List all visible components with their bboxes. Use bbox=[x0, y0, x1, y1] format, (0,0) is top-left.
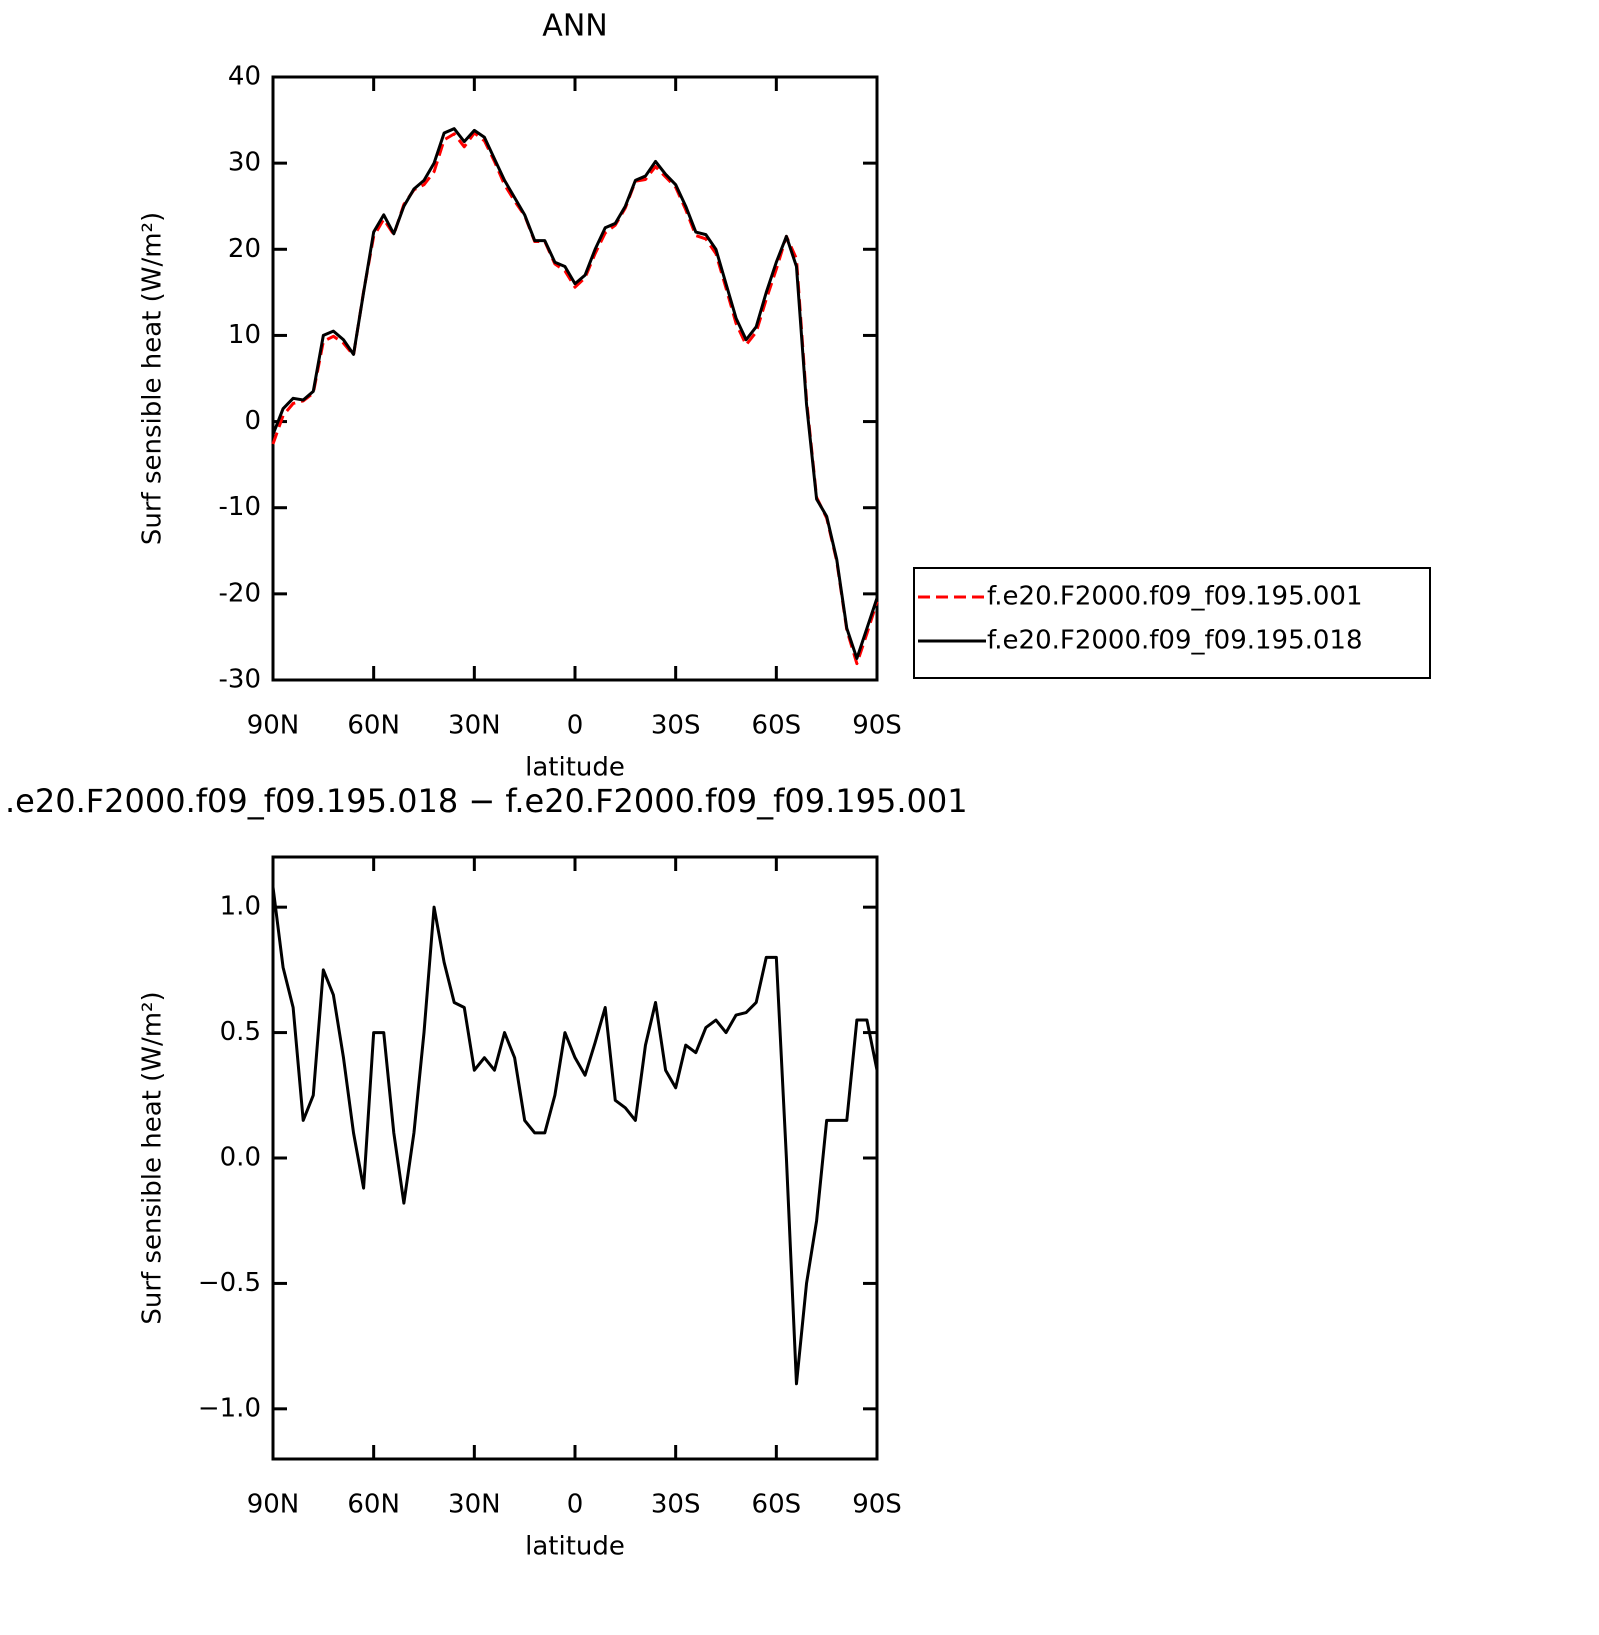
y-tick-label: 0.0 bbox=[220, 1143, 261, 1173]
y-tick-label: -30 bbox=[219, 665, 261, 695]
x-axis-label: latitude bbox=[525, 1532, 625, 1562]
legend-box bbox=[913, 567, 1431, 679]
x-tick-label: 60N bbox=[347, 711, 400, 741]
y-tick-label: 30 bbox=[228, 148, 261, 178]
legend-label: f.e20.F2000.f09_f09.195.001 bbox=[987, 582, 1363, 612]
y-tick-label: 0 bbox=[244, 406, 261, 436]
y-axis-label: Surf sensible heat (W/m²) bbox=[138, 212, 168, 545]
x-tick-label: 30N bbox=[448, 711, 501, 741]
data-line bbox=[271, 886, 879, 1386]
data-line bbox=[271, 127, 879, 660]
chart-title: .e20.F2000.f09_f09.195.018 − f.e20.F2000… bbox=[5, 782, 968, 820]
x-tick-label: 60N bbox=[347, 1490, 400, 1520]
data-line bbox=[271, 131, 879, 666]
x-tick-label: 30N bbox=[448, 1490, 501, 1520]
y-tick-label: 0.5 bbox=[220, 1017, 261, 1047]
x-tick-label: 30S bbox=[651, 1490, 701, 1520]
x-tick-label: 0 bbox=[567, 711, 584, 741]
y-tick-label: −1.0 bbox=[198, 1393, 261, 1423]
x-axis-label: latitude bbox=[525, 753, 625, 783]
y-axis-label: Surf sensible heat (W/m²) bbox=[138, 991, 168, 1324]
y-tick-label: -10 bbox=[219, 492, 261, 522]
y-tick-label: 40 bbox=[228, 62, 261, 92]
y-tick-label: 20 bbox=[228, 234, 261, 264]
chart-title: ANN bbox=[542, 9, 607, 44]
legend-label: f.e20.F2000.f09_f09.195.018 bbox=[987, 626, 1363, 656]
x-tick-label: 30S bbox=[651, 711, 701, 741]
y-tick-label: 1.0 bbox=[220, 892, 261, 922]
plot-frame bbox=[271, 75, 879, 682]
x-tick-label: 90S bbox=[852, 711, 902, 741]
x-tick-label: 60S bbox=[752, 711, 802, 741]
x-tick-label: 90N bbox=[247, 711, 300, 741]
x-tick-label: 0 bbox=[567, 1490, 584, 1520]
y-tick-label: 10 bbox=[228, 320, 261, 350]
y-tick-label: −0.5 bbox=[198, 1268, 261, 1298]
x-tick-label: 90N bbox=[247, 1490, 300, 1520]
x-tick-label: 90S bbox=[852, 1490, 902, 1520]
x-tick-label: 60S bbox=[752, 1490, 802, 1520]
y-tick-label: -20 bbox=[219, 578, 261, 608]
